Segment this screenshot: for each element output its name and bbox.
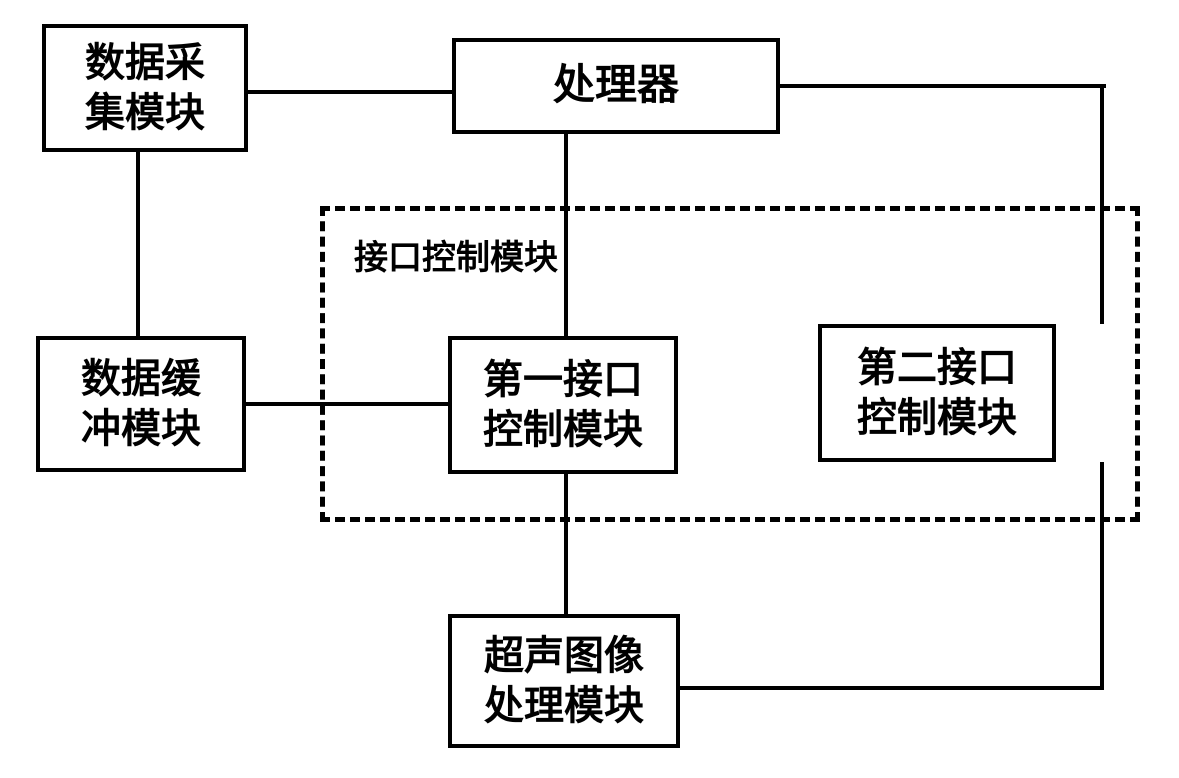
edge-second-ultra-h	[680, 686, 1104, 690]
node-label: 处理器	[553, 60, 679, 113]
edge-acq-buffer	[136, 152, 140, 336]
node-first-interface: 第一接口控制模块	[448, 336, 678, 474]
node-data-acquisition: 数据采集模块	[42, 24, 248, 152]
node-label: 超声图像处理模块	[484, 631, 644, 731]
edge-acq-proc	[248, 90, 452, 94]
node-label: 第二接口控制模块	[857, 343, 1017, 443]
node-label: 第一接口控制模块	[483, 355, 643, 455]
node-processor: 处理器	[452, 38, 780, 134]
node-data-buffer: 数据缓冲模块	[36, 336, 246, 472]
node-label: 数据采集模块	[85, 38, 205, 138]
edge-proc-second-h	[780, 84, 1106, 88]
node-label: 数据缓冲模块	[81, 354, 201, 454]
node-ultrasound-image: 超声图像处理模块	[448, 614, 680, 748]
interface-control-label: 接口控制模块	[354, 230, 558, 279]
node-second-interface: 第二接口控制模块	[818, 324, 1056, 462]
